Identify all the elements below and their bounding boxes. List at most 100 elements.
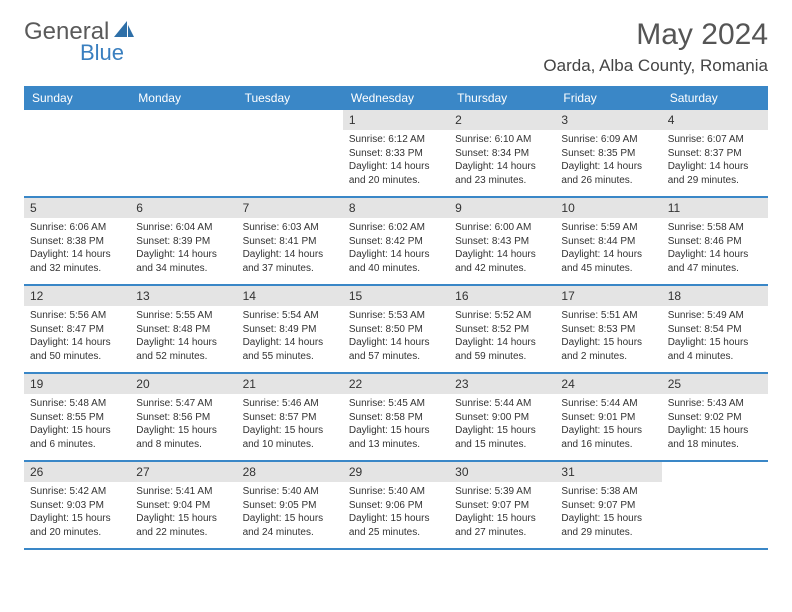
day-header: Saturday bbox=[662, 86, 768, 110]
day-number: 30 bbox=[449, 462, 555, 482]
day-cell: 1Sunrise: 6:12 AMSunset: 8:33 PMDaylight… bbox=[343, 110, 449, 196]
sunset-line: Sunset: 8:47 PM bbox=[30, 323, 124, 337]
sunrise-line: Sunrise: 5:44 AM bbox=[561, 397, 655, 411]
day-cell bbox=[24, 110, 130, 196]
daylight-line: Daylight: 15 hours and 8 minutes. bbox=[136, 424, 230, 451]
day-cell: 14Sunrise: 5:54 AMSunset: 8:49 PMDayligh… bbox=[237, 286, 343, 372]
day-number: 20 bbox=[130, 374, 236, 394]
day-cell bbox=[130, 110, 236, 196]
day-number: 19 bbox=[24, 374, 130, 394]
daylight-line: Daylight: 14 hours and 47 minutes. bbox=[668, 248, 762, 275]
daylight-line: Daylight: 15 hours and 25 minutes. bbox=[349, 512, 443, 539]
day-number: 3 bbox=[555, 110, 661, 130]
day-number: 13 bbox=[130, 286, 236, 306]
day-number: 29 bbox=[343, 462, 449, 482]
sunrise-line: Sunrise: 5:40 AM bbox=[349, 485, 443, 499]
day-cell: 18Sunrise: 5:49 AMSunset: 8:54 PMDayligh… bbox=[662, 286, 768, 372]
daylight-line: Daylight: 15 hours and 10 minutes. bbox=[243, 424, 337, 451]
day-number: 27 bbox=[130, 462, 236, 482]
day-number: 22 bbox=[343, 374, 449, 394]
daylight-line: Daylight: 15 hours and 27 minutes. bbox=[455, 512, 549, 539]
daylight-line: Daylight: 15 hours and 6 minutes. bbox=[30, 424, 124, 451]
day-number: 12 bbox=[24, 286, 130, 306]
calendar-body: 1Sunrise: 6:12 AMSunset: 8:33 PMDaylight… bbox=[24, 110, 768, 550]
daylight-line: Daylight: 15 hours and 22 minutes. bbox=[136, 512, 230, 539]
sunset-line: Sunset: 8:42 PM bbox=[349, 235, 443, 249]
day-cell: 8Sunrise: 6:02 AMSunset: 8:42 PMDaylight… bbox=[343, 198, 449, 284]
day-headers-row: SundayMondayTuesdayWednesdayThursdayFrid… bbox=[24, 86, 768, 110]
day-cell: 4Sunrise: 6:07 AMSunset: 8:37 PMDaylight… bbox=[662, 110, 768, 196]
sunrise-line: Sunrise: 5:59 AM bbox=[561, 221, 655, 235]
day-number: 15 bbox=[343, 286, 449, 306]
week-row: 19Sunrise: 5:48 AMSunset: 8:55 PMDayligh… bbox=[24, 374, 768, 462]
day-cell: 28Sunrise: 5:40 AMSunset: 9:05 PMDayligh… bbox=[237, 462, 343, 548]
day-cell: 19Sunrise: 5:48 AMSunset: 8:55 PMDayligh… bbox=[24, 374, 130, 460]
sunrise-line: Sunrise: 5:42 AM bbox=[30, 485, 124, 499]
daylight-line: Daylight: 15 hours and 29 minutes. bbox=[561, 512, 655, 539]
week-row: 12Sunrise: 5:56 AMSunset: 8:47 PMDayligh… bbox=[24, 286, 768, 374]
sunset-line: Sunset: 8:38 PM bbox=[30, 235, 124, 249]
daylight-line: Daylight: 15 hours and 24 minutes. bbox=[243, 512, 337, 539]
day-number: 23 bbox=[449, 374, 555, 394]
sunrise-line: Sunrise: 5:41 AM bbox=[136, 485, 230, 499]
day-number: 26 bbox=[24, 462, 130, 482]
sunrise-line: Sunrise: 6:07 AM bbox=[668, 133, 762, 147]
sunrise-line: Sunrise: 5:58 AM bbox=[668, 221, 762, 235]
sunrise-line: Sunrise: 6:03 AM bbox=[243, 221, 337, 235]
daylight-line: Daylight: 14 hours and 45 minutes. bbox=[561, 248, 655, 275]
sunset-line: Sunset: 9:00 PM bbox=[455, 411, 549, 425]
week-row: 5 Sunrise: 6:06 AMSunset: 8:38 PM Daylight… bbox=[24, 198, 768, 286]
day-cell: 5Sunrise: 6:06 AMSunset: 8:38 PMDaylight… bbox=[24, 198, 130, 284]
day-cell: 20Sunrise: 5:47 AMSunset: 8:56 PMDayligh… bbox=[130, 374, 236, 460]
sunrise-line: Sunrise: 6:06 AM bbox=[30, 221, 124, 235]
day-cell bbox=[237, 110, 343, 196]
day-header: Thursday bbox=[449, 86, 555, 110]
day-number: 21 bbox=[237, 374, 343, 394]
sunset-line: Sunset: 8:39 PM bbox=[136, 235, 230, 249]
day-number: 4 bbox=[662, 110, 768, 130]
week-row: 26Sunrise: 5:42 AMSunset: 9:03 PMDayligh… bbox=[24, 462, 768, 550]
sunset-line: Sunset: 8:34 PM bbox=[455, 147, 549, 161]
day-number: 11 bbox=[662, 198, 768, 218]
sunset-line: Sunset: 9:06 PM bbox=[349, 499, 443, 513]
day-cell: 15Sunrise: 5:53 AMSunset: 8:50 PMDayligh… bbox=[343, 286, 449, 372]
sunrise-line: Sunrise: 5:44 AM bbox=[455, 397, 549, 411]
day-header: Wednesday bbox=[343, 86, 449, 110]
day-header: Monday bbox=[130, 86, 236, 110]
day-number: 18 bbox=[662, 286, 768, 306]
sunrise-line: Sunrise: 5:45 AM bbox=[349, 397, 443, 411]
daylight-line: Daylight: 14 hours and 59 minutes. bbox=[455, 336, 549, 363]
day-number: 10 bbox=[555, 198, 661, 218]
sunset-line: Sunset: 9:07 PM bbox=[561, 499, 655, 513]
day-cell: 3Sunrise: 6:09 AMSunset: 8:35 PMDaylight… bbox=[555, 110, 661, 196]
sunrise-line: Sunrise: 5:52 AM bbox=[455, 309, 549, 323]
day-cell: 16Sunrise: 5:52 AMSunset: 8:52 PMDayligh… bbox=[449, 286, 555, 372]
logo-block: General Blue bbox=[24, 18, 135, 66]
sunset-line: Sunset: 8:43 PM bbox=[455, 235, 549, 249]
daylight-line: Daylight: 14 hours and 57 minutes. bbox=[349, 336, 443, 363]
calendar: SundayMondayTuesdayWednesdayThursdayFrid… bbox=[24, 86, 768, 550]
daylight-line: Daylight: 14 hours and 55 minutes. bbox=[243, 336, 337, 363]
day-number: 2 bbox=[449, 110, 555, 130]
daylight-line: Daylight: 15 hours and 13 minutes. bbox=[349, 424, 443, 451]
day-cell: 21Sunrise: 5:46 AMSunset: 8:57 PMDayligh… bbox=[237, 374, 343, 460]
sunrise-line: Sunrise: 5:48 AM bbox=[30, 397, 124, 411]
sunset-line: Sunset: 8:35 PM bbox=[561, 147, 655, 161]
sunrise-line: Sunrise: 5:46 AM bbox=[243, 397, 337, 411]
sunrise-line: Sunrise: 5:53 AM bbox=[349, 309, 443, 323]
sunset-line: Sunset: 8:46 PM bbox=[668, 235, 762, 249]
sunset-line: Sunset: 8:44 PM bbox=[561, 235, 655, 249]
day-number: 31 bbox=[555, 462, 661, 482]
day-cell: 17Sunrise: 5:51 AMSunset: 8:53 PMDayligh… bbox=[555, 286, 661, 372]
day-cell bbox=[662, 462, 768, 548]
day-number: 5 bbox=[24, 198, 130, 218]
day-cell: 10 Sunrise: 5:59 AMSunset: 8:44 PMDayligh… bbox=[555, 198, 661, 284]
daylight-line: Daylight: 15 hours and 18 minutes. bbox=[668, 424, 762, 451]
daylight-line: Daylight: 14 hours and 42 minutes. bbox=[455, 248, 549, 275]
sunrise-line: Sunrise: 5:51 AM bbox=[561, 309, 655, 323]
sunrise-line: Sunrise: 5:38 AM bbox=[561, 485, 655, 499]
daylight-line: Daylight: 14 hours and 52 minutes. bbox=[136, 336, 230, 363]
day-cell: 11 Sunrise: 5:58 AMSunset: 8:46 PMDayligh… bbox=[662, 198, 768, 284]
page-header: General Blue May 2024 Oarda, Alba County… bbox=[24, 18, 768, 76]
day-header: Sunday bbox=[24, 86, 130, 110]
